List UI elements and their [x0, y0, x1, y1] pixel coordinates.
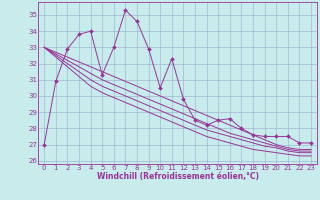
X-axis label: Windchill (Refroidissement éolien,°C): Windchill (Refroidissement éolien,°C) — [97, 172, 259, 181]
